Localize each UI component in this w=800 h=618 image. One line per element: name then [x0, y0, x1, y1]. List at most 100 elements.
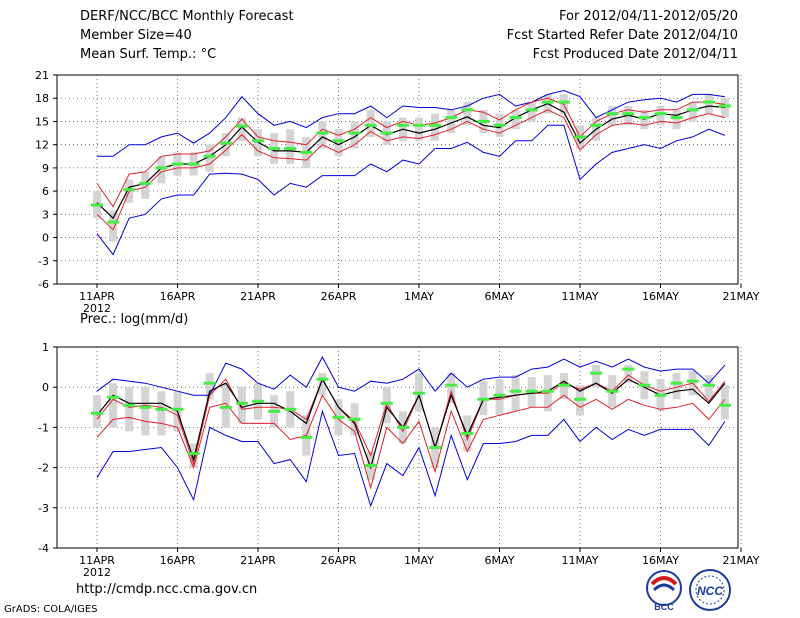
p1-x-tick-label: 16MAY — [642, 290, 679, 303]
p2-median-marker — [252, 399, 264, 403]
p2-ensemble-bar — [141, 387, 150, 436]
p2-median-marker — [413, 391, 425, 395]
p1-ensemble-bar — [334, 129, 343, 157]
p2-mean-line — [96, 377, 726, 470]
ncc-logo-text: NCC — [697, 584, 723, 598]
p1-x-tick-label: 11MAY — [562, 290, 599, 303]
p2-x-tick-label: 26APR — [321, 554, 357, 567]
produced-date: Fcst Produced Date 2012/04/11 — [532, 47, 738, 62]
p2-ensemble-bar — [237, 387, 246, 424]
p2-median-marker — [316, 377, 329, 381]
p2-median-marker — [557, 383, 570, 387]
p2-ensemble-bar — [109, 383, 118, 428]
p1-mean-line — [96, 102, 725, 220]
p1-x-tick-label: 6MAY — [485, 290, 515, 303]
p2-x-tick-label: 21APR — [240, 554, 276, 567]
started-date: Fcst Started Refer Date 2012/04/10 — [506, 28, 738, 43]
p1-median-marker — [235, 124, 248, 128]
p1-median-marker — [557, 100, 570, 104]
variable-label: Mean Surf. Temp.: °C — [80, 47, 217, 62]
p2-x-tick-label: 21MAY — [723, 554, 760, 567]
bcc-logo: BCC — [646, 570, 682, 612]
p1-ensemble-bar — [672, 109, 681, 130]
p2-ensemble-bar — [592, 365, 601, 388]
p2-median-marker — [364, 464, 377, 468]
p2-y-tick-label: -3 — [38, 502, 49, 515]
p1-median-marker — [187, 162, 200, 166]
p2-panel-title: Prec.: log(mm/d) — [80, 312, 188, 327]
p1-ensemble-bar — [447, 109, 456, 134]
p1-median-marker — [541, 100, 554, 104]
p1-ensemble-bar — [109, 210, 118, 242]
p1-median-marker — [477, 119, 490, 123]
p1-x-tick-label: 26APR — [321, 290, 357, 303]
p2-ensemble-bar — [511, 375, 520, 412]
p2-ensemble-bar — [672, 373, 681, 400]
p1-median-marker — [493, 123, 506, 127]
p1-median-marker — [219, 141, 232, 145]
p2-x-year-label: 2012 — [83, 566, 111, 579]
p2-median-marker — [590, 371, 603, 375]
p1-ensemble-bar — [511, 109, 520, 130]
p1-y-tick-label: -3 — [38, 255, 49, 268]
p1-median-marker — [718, 104, 731, 108]
p1-median-marker — [461, 108, 474, 112]
p1-max-line — [97, 89, 725, 157]
p1-lower-line — [96, 109, 726, 231]
p1-median-marker — [413, 123, 425, 127]
member-size-label: Member Size=40 — [80, 28, 192, 43]
p1-median-marker — [316, 131, 329, 135]
p1-y-tick-label: 9 — [42, 162, 49, 175]
p1-median-marker — [364, 123, 377, 127]
p2-median-marker — [638, 383, 651, 387]
p1-ensemble-bar — [366, 109, 375, 137]
p1-median-marker — [155, 166, 168, 170]
p2-median-marker — [139, 405, 152, 409]
p1-median-marker — [139, 181, 152, 185]
p1-median-marker — [300, 150, 313, 154]
p1-median-marker — [622, 112, 635, 116]
p1-ensemble-bar — [688, 102, 697, 122]
p1-ensemble-bar — [141, 171, 150, 199]
p1-y-tick-label: 0 — [42, 232, 49, 245]
p1-median-marker — [654, 112, 667, 116]
p2-ensemble-bar — [93, 395, 101, 428]
p1-y-tick-label: 21 — [35, 69, 49, 82]
p1-median-marker — [332, 139, 345, 143]
p1-ensemble-bar — [431, 113, 440, 141]
p2-median-marker — [525, 389, 538, 393]
p1-upper-line — [96, 97, 725, 208]
p2-median-marker — [574, 397, 586, 401]
p2-ensemble-bar — [189, 443, 198, 468]
p2-ensemble-bar — [382, 387, 391, 424]
p2-median-marker — [429, 446, 442, 449]
p2-plot-frame — [56, 346, 739, 549]
p2-median-marker — [107, 395, 120, 399]
p2-median-marker — [493, 393, 506, 397]
p1-median-marker — [509, 116, 522, 120]
p1-ensemble-bar — [704, 94, 713, 114]
bcc-logo-text: BCC — [654, 602, 674, 612]
p2-ensemble-bar — [447, 373, 456, 404]
p1-median-marker — [171, 162, 184, 166]
p1-ensemble-bar — [608, 105, 617, 126]
p2-median-marker — [541, 389, 554, 393]
p2-median-marker — [686, 379, 699, 383]
p2-y-tick-label: -4 — [38, 542, 49, 555]
p2-y-tick-label: -2 — [38, 462, 49, 475]
p2-lower-line — [96, 394, 726, 490]
source-url[interactable]: http://cmdp.ncc.cma.gov.cn — [76, 582, 258, 597]
p1-x-year-label: 2012 — [83, 302, 111, 315]
p1-y-tick-label: 15 — [35, 115, 49, 128]
grads-credit: GrADS: COLA/IGES — [4, 604, 98, 615]
p2-y-tick-label: 1 — [42, 341, 49, 354]
p1-x-tick-label: 21MAY — [723, 290, 760, 303]
p2-median-marker — [718, 403, 731, 407]
p2-median-marker — [284, 407, 297, 411]
p1-ensemble-bar — [237, 117, 246, 141]
p2-median-marker — [461, 431, 474, 435]
p1-y-tick-label: 18 — [35, 92, 49, 105]
p2-ensemble-bar — [205, 373, 214, 400]
p2-ensemble-bar — [720, 385, 729, 420]
p2-median-marker — [702, 383, 715, 387]
